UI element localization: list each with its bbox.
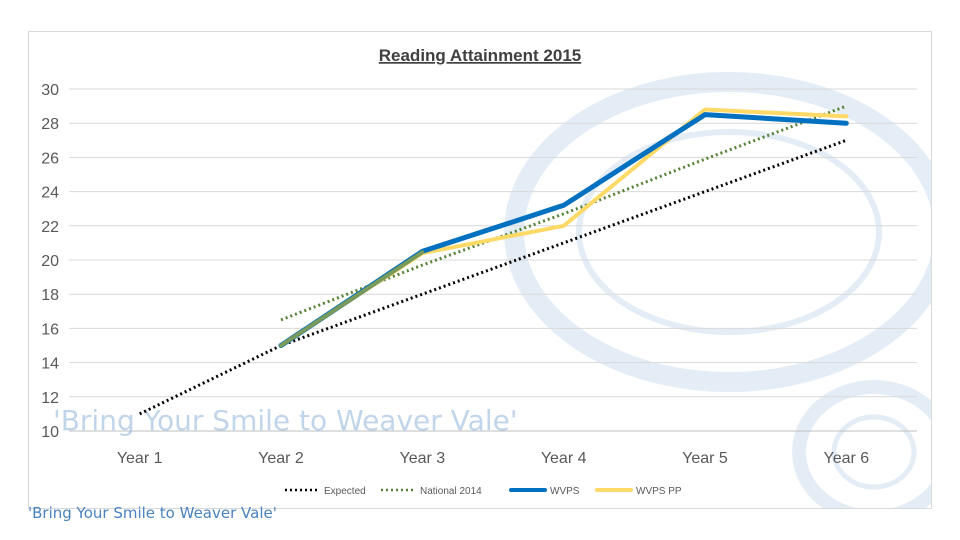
slogan-watermark: 'Bring Your Smile to Weaver Vale' xyxy=(53,404,518,437)
y-tick-label: 10 xyxy=(41,424,59,441)
x-tick-label: Year 3 xyxy=(399,450,445,467)
series-line-expected xyxy=(139,138,847,416)
x-tick-label: Year 5 xyxy=(682,450,728,467)
y-tick-label: 24 xyxy=(41,185,59,202)
school-crest-watermark xyxy=(504,72,931,508)
chart-frame: 10 12 14 16 18 20 22 24 26 28 30 Year 1 Year 2 Year 3… xyxy=(28,31,932,509)
legend-label: WVPS xyxy=(550,486,580,497)
y-tick-label: 28 xyxy=(41,116,59,133)
y-tick-label: 16 xyxy=(41,321,59,338)
y-tick-label: 30 xyxy=(41,82,59,99)
series-lines xyxy=(139,104,849,416)
footer-slogan: 'Bring Your Smile to Weaver Vale' xyxy=(28,504,277,522)
x-tick-label: Year 2 xyxy=(258,450,304,467)
x-tick-label: Year 4 xyxy=(541,450,587,467)
chart-title: Reading Attainment 2015 xyxy=(379,46,581,65)
x-tick-label: Year 1 xyxy=(117,450,163,467)
legend-label: Expected xyxy=(324,486,366,497)
y-tick-label: 22 xyxy=(41,219,59,236)
legend-label: National 2014 xyxy=(420,486,482,497)
line-chart: 10 12 14 16 18 20 22 24 26 28 30 Year 1 Year 2 Year 3… xyxy=(41,46,931,508)
axes: 10 12 14 16 18 20 22 24 26 28 30 Year 1 Year 2 Year 3… xyxy=(41,82,869,467)
overlap-segment xyxy=(279,250,425,348)
legend-label: WVPS PP xyxy=(636,486,682,497)
legend: Expected National 2014 WVPS WVPS PP xyxy=(285,486,682,497)
y-tick-label: 26 xyxy=(41,150,59,167)
y-tick-label: 14 xyxy=(41,356,59,373)
y-tick-label: 12 xyxy=(41,390,59,407)
y-tick-label: 18 xyxy=(41,287,59,304)
gridlines xyxy=(69,88,917,432)
y-tick-label: 20 xyxy=(41,253,59,270)
x-tick-label: Year 6 xyxy=(823,450,869,467)
